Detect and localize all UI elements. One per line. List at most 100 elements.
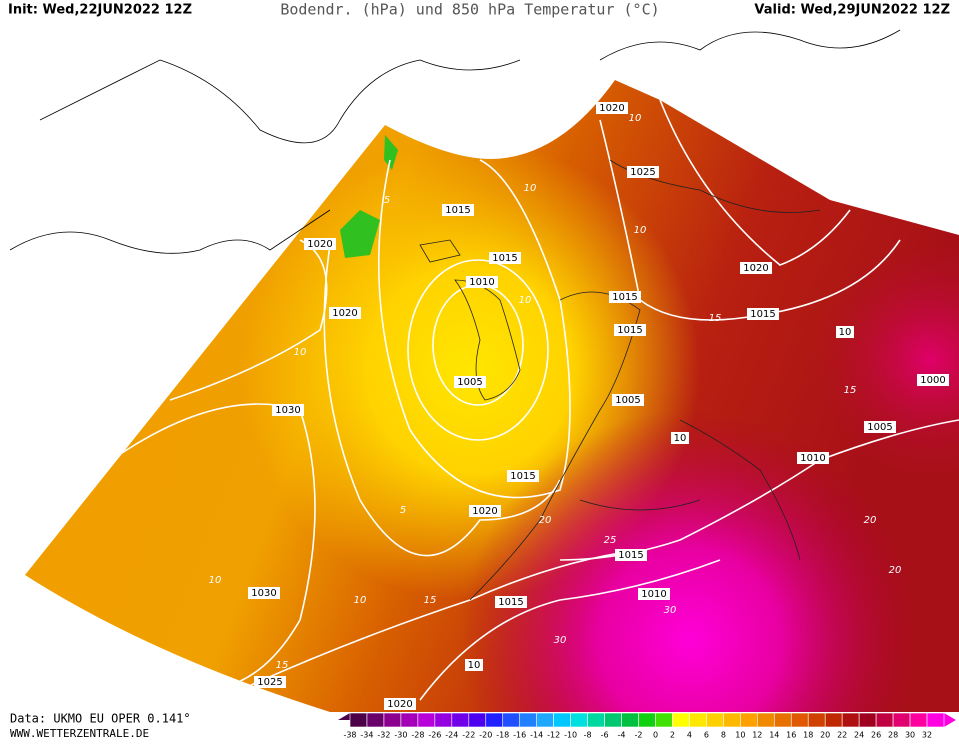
isobar-label: 1020 bbox=[307, 239, 332, 250]
colorbar-label: -28 bbox=[411, 731, 424, 740]
colorbar-label: -4 bbox=[618, 731, 626, 740]
site-name: WWW.WETTERZENTRALE.DE bbox=[10, 727, 149, 740]
isobars bbox=[59, 99, 959, 701]
temperature-label: 15 bbox=[844, 385, 857, 396]
colorbar-label: 16 bbox=[786, 731, 796, 740]
colorbar-label: 28 bbox=[888, 731, 898, 740]
colorbar-swatch bbox=[723, 712, 741, 728]
isobar-label: 1015 bbox=[492, 253, 517, 264]
isobar-label-box bbox=[469, 505, 501, 517]
temperature-label: 10 bbox=[634, 225, 647, 236]
colorbar-swatch bbox=[655, 712, 673, 728]
colorbar-swatch bbox=[570, 712, 588, 728]
colorbar-label: -20 bbox=[479, 731, 492, 740]
colorbar-swatch bbox=[909, 712, 928, 728]
isobar-label-box bbox=[489, 252, 521, 264]
isobar-label: 1015 bbox=[618, 550, 643, 561]
colorbar-swatch bbox=[892, 712, 911, 728]
colorbar-label: -38 bbox=[343, 731, 356, 740]
temperature-label: 10 bbox=[294, 347, 307, 358]
isobar-label: 1025 bbox=[257, 677, 282, 688]
isobar-label: 10 bbox=[468, 660, 481, 671]
valid-time: Valid: Wed,29JUN2022 12Z bbox=[754, 3, 950, 18]
isobar-label: 1030 bbox=[251, 588, 276, 599]
colorbar-label: 30 bbox=[905, 731, 915, 740]
colorbar-label: -6 bbox=[601, 731, 609, 740]
colorbar-swatch bbox=[926, 712, 945, 728]
colorbar-label: -12 bbox=[547, 731, 560, 740]
temperature-label: 30 bbox=[554, 635, 567, 646]
colorbar-label: 2 bbox=[670, 731, 675, 740]
colorbar-swatch bbox=[519, 712, 537, 728]
header-bar bbox=[0, 0, 959, 20]
colorbar-swatch bbox=[740, 712, 758, 728]
colorbar-swatch bbox=[638, 712, 656, 728]
isobar-label: 1020 bbox=[332, 308, 357, 319]
temperature-label: 20 bbox=[539, 515, 552, 526]
isobar-label: 1020 bbox=[387, 699, 412, 710]
temperature-label: 10 bbox=[524, 183, 537, 194]
colorbar-swatch bbox=[807, 712, 826, 728]
colorbar-swatch bbox=[875, 712, 894, 728]
isobar-label: 1010 bbox=[800, 453, 825, 464]
isobar-label-box bbox=[248, 587, 280, 599]
isobar-label-box bbox=[384, 698, 416, 710]
temperature-label: 15 bbox=[276, 660, 289, 671]
isobar-label: 1015 bbox=[617, 325, 642, 336]
colorbar-label: 0 bbox=[653, 731, 658, 740]
isobar-label: 1030 bbox=[275, 405, 300, 416]
isobar-label-box bbox=[254, 676, 286, 688]
isobar-label: 1005 bbox=[867, 422, 892, 433]
isobar-label: 1020 bbox=[599, 103, 624, 114]
colorbar-label: 6 bbox=[704, 731, 709, 740]
temperature-label: 15 bbox=[709, 313, 722, 324]
colorbar-swatch bbox=[553, 712, 571, 728]
isobar-label: 10 bbox=[674, 433, 687, 444]
isobar-label-box bbox=[609, 291, 641, 303]
isobar-label-box bbox=[596, 102, 628, 114]
colorbar-label: -32 bbox=[377, 731, 390, 740]
colorbar-swatch bbox=[383, 712, 402, 728]
temperature-label: 25 bbox=[604, 535, 617, 546]
isobar-label-box bbox=[671, 432, 689, 444]
colorbar-swatch bbox=[400, 712, 419, 728]
isobar-label: 1015 bbox=[498, 597, 523, 608]
colorbar-swatch bbox=[790, 712, 809, 728]
colorbar-swatch bbox=[773, 712, 792, 728]
init-time: Init: Wed,22JUN2022 12Z bbox=[8, 3, 192, 18]
colorbar-label: -24 bbox=[445, 731, 458, 740]
temperature-label: 10 bbox=[209, 575, 222, 586]
colorbar-swatch bbox=[672, 712, 690, 728]
colorbar-swatch bbox=[536, 712, 554, 728]
colorbar-swatch bbox=[502, 712, 521, 728]
colorbar-label: -2 bbox=[635, 731, 643, 740]
temperature-label: 20 bbox=[864, 515, 877, 526]
temperature-label: 5 bbox=[384, 195, 390, 206]
isobar-label-box bbox=[466, 276, 498, 288]
colorbar-label: -26 bbox=[428, 731, 441, 740]
isobar-label: 1005 bbox=[457, 377, 482, 388]
isobar-label: 1015 bbox=[612, 292, 637, 303]
colorbar-swatch bbox=[824, 712, 843, 728]
colorbar-label: 20 bbox=[820, 731, 830, 740]
isobar-label-box bbox=[627, 166, 659, 178]
colorbar-swatch bbox=[349, 712, 368, 728]
isobar-label-box bbox=[272, 404, 304, 416]
colorbar-swatch bbox=[468, 712, 487, 728]
colorbar-label: -16 bbox=[513, 731, 526, 740]
temperature-label: 10 bbox=[354, 595, 367, 606]
colorbar-swatch bbox=[841, 712, 860, 728]
colorbar-label: 24 bbox=[854, 731, 864, 740]
isobar-label-box bbox=[329, 307, 361, 319]
isobar-label-box bbox=[442, 204, 474, 216]
isobar-label: 10 bbox=[839, 327, 852, 338]
isobar-label-box bbox=[614, 324, 646, 336]
colorbar-label: -22 bbox=[462, 731, 475, 740]
colorbar-swatch bbox=[858, 712, 877, 728]
colorbar-swatch bbox=[621, 712, 639, 728]
colorbar-label: 26 bbox=[871, 731, 881, 740]
colorbar-swatch bbox=[706, 712, 724, 728]
colorbar-label: 4 bbox=[687, 731, 692, 740]
